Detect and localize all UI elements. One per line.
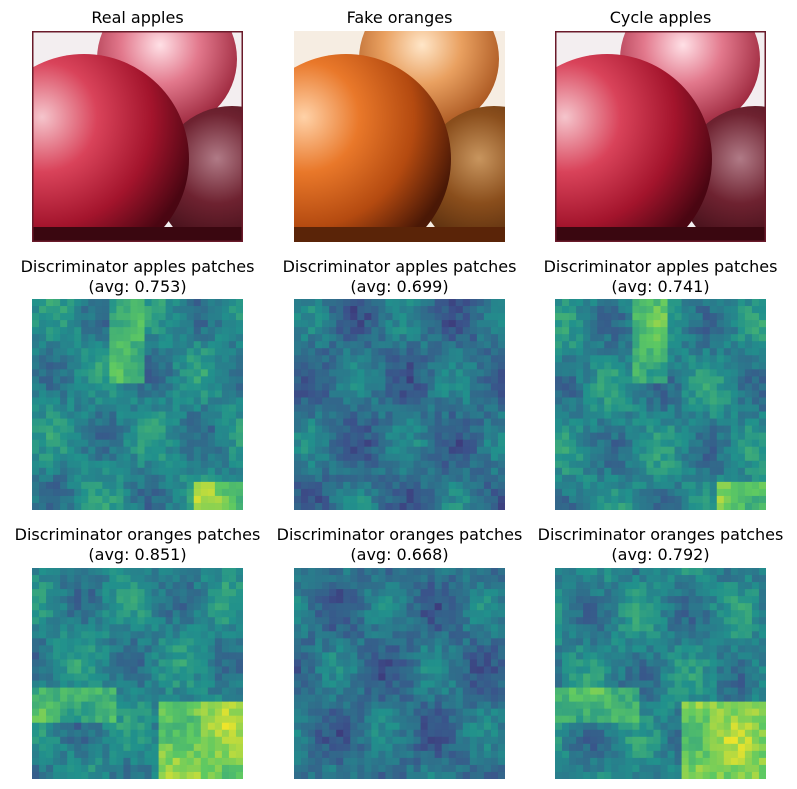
panel-title: Fake oranges xyxy=(346,8,453,27)
heatmap xyxy=(555,568,766,779)
heatmap xyxy=(32,568,243,779)
heatmap-svg xyxy=(32,299,243,510)
heatmap xyxy=(294,299,505,510)
heatmap-svg xyxy=(294,299,505,510)
cycle-apples-photo xyxy=(555,31,766,242)
panel-subtitle: (avg: 0.792) xyxy=(611,545,710,564)
panel-title: Discriminator apples patches xyxy=(20,257,255,276)
heatmap-svg xyxy=(294,568,505,779)
apples-photo-svg xyxy=(32,31,243,242)
heatmap xyxy=(555,299,766,510)
oranges-photo xyxy=(294,31,505,242)
cycle-apples-photo-svg xyxy=(555,31,766,242)
panel-title: Discriminator oranges patches xyxy=(537,525,784,544)
panel-subtitle: (avg: 0.699) xyxy=(350,277,449,296)
panel-subtitle: (avg: 0.851) xyxy=(88,545,187,564)
heatmap-svg xyxy=(32,568,243,779)
panel-title: Discriminator apples patches xyxy=(543,257,778,276)
heatmap-svg xyxy=(555,299,766,510)
heatmap xyxy=(294,568,505,779)
panel-title: Discriminator oranges patches xyxy=(276,525,523,544)
panel-title: Discriminator apples patches xyxy=(282,257,517,276)
heatmap xyxy=(32,299,243,510)
panel-title: Discriminator oranges patches xyxy=(14,525,261,544)
panel-title: Cycle apples xyxy=(609,8,712,27)
panel-subtitle: (avg: 0.741) xyxy=(611,277,710,296)
apples-photo xyxy=(32,31,243,242)
panel-subtitle: (avg: 0.668) xyxy=(350,545,449,564)
oranges-photo-svg xyxy=(294,31,505,242)
panel-title: Real apples xyxy=(91,8,184,27)
panel-subtitle: (avg: 0.753) xyxy=(88,277,187,296)
heatmap-svg xyxy=(555,568,766,779)
